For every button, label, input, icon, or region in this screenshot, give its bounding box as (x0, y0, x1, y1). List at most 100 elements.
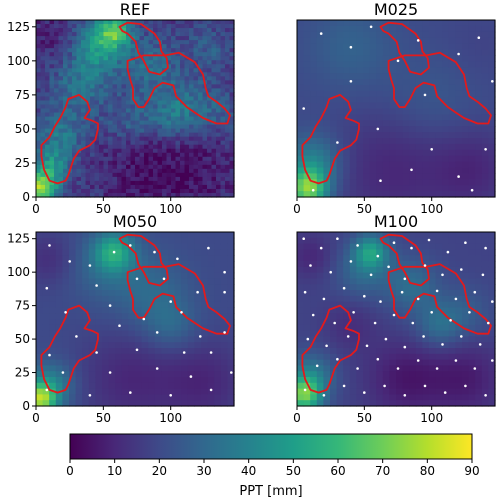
region-outline (379, 21, 430, 76)
station-marker (45, 388, 49, 392)
colorbar-tick-label: 20 (152, 464, 167, 478)
station-marker (454, 297, 458, 301)
station-marker (311, 188, 315, 192)
station-marker (392, 313, 396, 317)
station-marker (363, 391, 366, 394)
region-outline (40, 94, 99, 185)
panel-title: REF (120, 0, 150, 19)
station-marker (396, 59, 400, 63)
y-tick-label: 75 (15, 299, 30, 313)
y-tick-label: 25 (15, 156, 30, 170)
station-marker (379, 179, 382, 182)
station-marker (309, 264, 312, 267)
station-marker (396, 367, 400, 370)
station-marker (176, 257, 179, 261)
station-marker (484, 148, 487, 151)
colorbar-tick-label: 10 (107, 464, 122, 478)
station-marker (441, 273, 444, 277)
x-tick-label: 0 (293, 411, 301, 425)
station-marker (446, 250, 450, 254)
panel-m050: M050 0 50 100 0 25 50 75 100 125 (7, 212, 235, 425)
colorbar-tick-label: 40 (241, 464, 256, 478)
region-outline (301, 304, 360, 394)
station-marker (363, 294, 366, 298)
station-marker (129, 244, 132, 247)
station-marker (376, 254, 380, 258)
colorbar-tick-label: 70 (375, 464, 390, 478)
colorbar-gradient (69, 433, 473, 460)
station-marker (169, 300, 172, 303)
region-outline (126, 263, 231, 335)
station-marker (182, 351, 186, 354)
station-marker (411, 321, 415, 325)
y-tick-label: 0 (22, 190, 30, 204)
station-marker (369, 273, 373, 277)
station-marker (423, 264, 427, 267)
station-marker (135, 277, 139, 281)
x-tick-label: 0 (32, 202, 40, 216)
station-marker (349, 80, 353, 83)
region-outline (126, 51, 231, 125)
station-marker (311, 313, 315, 317)
station-marker (403, 394, 407, 397)
station-marker (356, 367, 359, 370)
station-marker (302, 237, 306, 240)
station-marker (473, 290, 477, 294)
station-marker (180, 311, 183, 314)
station-marker (484, 394, 487, 397)
heatmap-field (36, 20, 235, 198)
region-outline (387, 51, 492, 125)
station-marker (349, 260, 353, 263)
station-marker (342, 384, 346, 388)
station-marker (379, 300, 382, 303)
region-outline (118, 21, 169, 76)
station-marker (356, 244, 359, 247)
station-marker (430, 148, 434, 151)
station-marker (112, 250, 116, 254)
x-tick-label: 50 (96, 411, 111, 425)
station-marker (427, 238, 431, 242)
station-marker (457, 175, 460, 178)
station-marker (303, 290, 307, 294)
colorbar-tick-label: 90 (464, 464, 479, 478)
y-tick-label: 50 (15, 122, 30, 136)
x-tick-label: 100 (420, 411, 443, 425)
station-marker (169, 394, 172, 397)
x-tick-label: 100 (159, 202, 182, 216)
station-marker (162, 277, 166, 281)
colorbar-tick-label: 80 (420, 464, 435, 478)
station-marker (423, 384, 427, 388)
region-outline (40, 304, 99, 394)
station-marker (336, 141, 339, 144)
station-marker (403, 277, 407, 281)
station-marker (435, 289, 439, 293)
station-marker (230, 371, 233, 374)
station-marker (209, 351, 213, 354)
station-marker (464, 384, 467, 388)
station-marker (430, 311, 434, 314)
panel-m025: M025 0 50 100 (293, 0, 496, 216)
station-marker (303, 388, 307, 392)
station-marker (443, 391, 447, 394)
station-marker (460, 268, 463, 271)
colorbar-tick-label: 50 (286, 464, 301, 478)
station-marker (336, 237, 339, 240)
x-tick-label: 0 (293, 202, 301, 216)
station-marker (196, 290, 199, 294)
station-marker (416, 39, 420, 42)
x-tick-label: 50 (357, 202, 372, 216)
station-marker (400, 290, 404, 294)
station-marker (422, 335, 425, 338)
y-tick-label: 100 (7, 265, 30, 279)
y-tick-label: 100 (7, 54, 30, 68)
panel-ref: REF 0 50 100 0 25 50 75 100 125 (7, 0, 235, 216)
station-marker (155, 367, 159, 370)
station-marker (118, 324, 121, 328)
station-marker (365, 344, 369, 348)
station-marker (468, 311, 471, 314)
station-marker (457, 52, 460, 56)
axes-frame (296, 231, 496, 407)
station-marker (88, 264, 92, 267)
station-marker (322, 394, 326, 397)
x-tick-label: 0 (32, 411, 40, 425)
